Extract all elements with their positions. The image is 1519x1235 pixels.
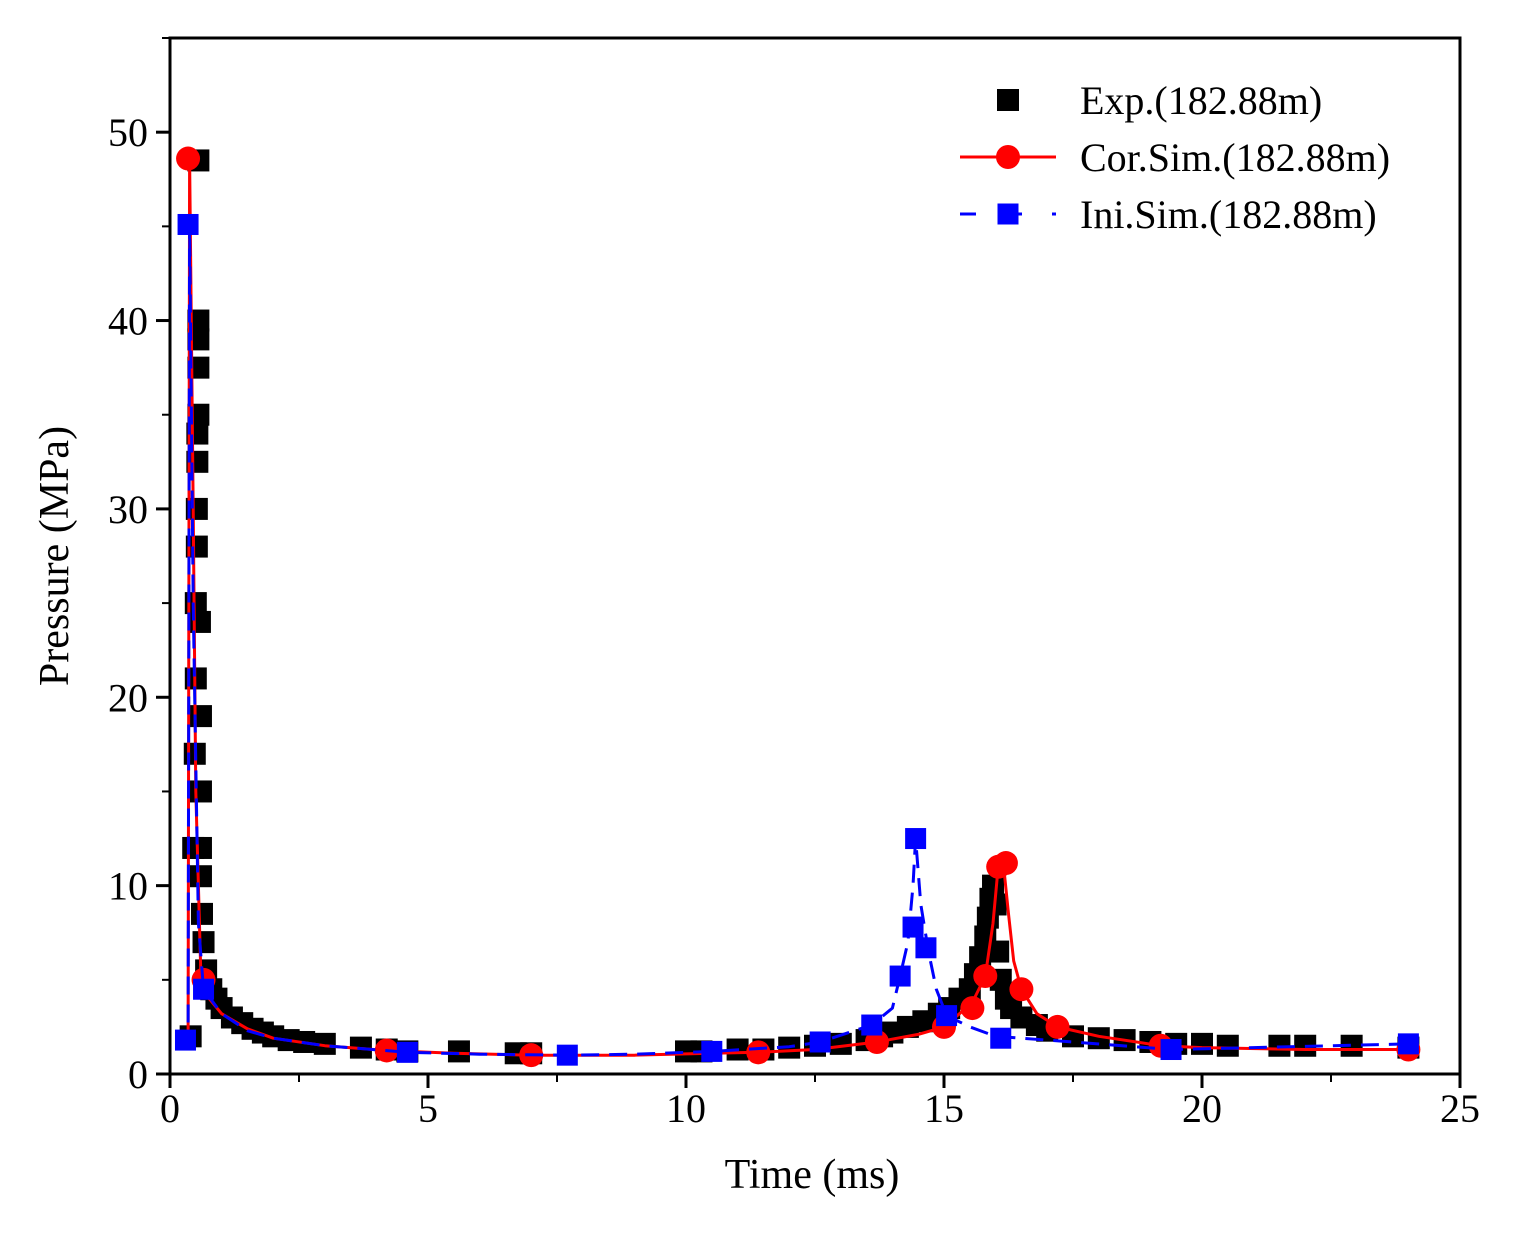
ini-sim-marker bbox=[193, 978, 215, 1000]
series-2 bbox=[174, 213, 1419, 1066]
x-tick-label: 20 bbox=[1182, 1086, 1222, 1131]
legend: Exp.(182.88m) Cor.Sim.(182.88m) Ini.Sim.(1… bbox=[960, 78, 1390, 237]
series-layer bbox=[174, 146, 1421, 1068]
exp-data-point bbox=[447, 1040, 470, 1063]
ini-sim-marker bbox=[1160, 1039, 1182, 1061]
cor-sim-marker bbox=[960, 996, 985, 1021]
legend-marker bbox=[997, 89, 1019, 111]
y-axis-title: Pressure (MPa) bbox=[32, 426, 78, 686]
ini-sim-marker bbox=[396, 1041, 418, 1063]
cor-sim-marker bbox=[993, 851, 1018, 876]
ini-sim-marker bbox=[556, 1044, 578, 1066]
ini-sim-marker bbox=[861, 1014, 883, 1036]
exp-data-point bbox=[987, 940, 1010, 963]
ini-sim-marker bbox=[889, 965, 911, 987]
cor-sim-marker bbox=[864, 1029, 889, 1054]
y-tick-label: 30 bbox=[108, 487, 148, 532]
exp-data-point bbox=[1340, 1034, 1363, 1057]
legend-label: Ini.Sim.(182.88m) bbox=[1080, 192, 1377, 237]
exp-data-point bbox=[982, 874, 1005, 897]
legend-marker bbox=[997, 203, 1019, 225]
exp-data-point bbox=[189, 705, 212, 728]
legend-item-1: Cor.Sim.(182.88m) bbox=[960, 135, 1390, 180]
x-tick-label: 10 bbox=[666, 1086, 706, 1131]
exp-data-point bbox=[1191, 1032, 1213, 1055]
y-tick-label: 40 bbox=[108, 299, 148, 344]
axes: 0 5 10 15 20 25 0 10 20 30 40 50 bbox=[108, 36, 1480, 1131]
exp-data-point bbox=[189, 836, 212, 859]
y-tick-label: 0 bbox=[128, 1052, 148, 1097]
x-axis-title: Time (ms) bbox=[725, 1152, 900, 1198]
ini-sim-marker bbox=[701, 1040, 723, 1062]
exp-data-point bbox=[187, 309, 210, 332]
cor-sim-marker bbox=[176, 146, 201, 171]
ini-sim-marker bbox=[905, 828, 927, 850]
exp-data-point bbox=[1216, 1034, 1239, 1057]
cor-sim-line bbox=[180, 157, 1409, 1057]
legend-item-0: Exp.(182.88m) bbox=[997, 78, 1322, 123]
y-tick-label: 20 bbox=[108, 675, 148, 720]
cor-sim-marker bbox=[1045, 1014, 1070, 1039]
ini-sim-line bbox=[177, 223, 1409, 1057]
y-tick-label: 50 bbox=[108, 110, 148, 155]
series-1 bbox=[176, 146, 1421, 1068]
x-tick-label: 0 bbox=[160, 1086, 180, 1131]
ini-sim-marker bbox=[936, 1005, 958, 1027]
ini-sim-marker bbox=[915, 937, 937, 959]
exp-data-point bbox=[969, 946, 992, 969]
legend-label: Exp.(182.88m) bbox=[1080, 78, 1322, 123]
ini-sim-marker bbox=[1397, 1033, 1419, 1055]
legend-label: Cor.Sim.(182.88m) bbox=[1080, 135, 1390, 180]
cor-sim-marker bbox=[973, 964, 998, 989]
exp-data-point bbox=[313, 1032, 336, 1055]
legend-marker bbox=[996, 145, 1020, 169]
y-tick-label: 10 bbox=[108, 864, 148, 909]
exp-data-point bbox=[189, 780, 212, 803]
ini-sim-marker bbox=[177, 213, 199, 235]
ini-sim-marker bbox=[902, 916, 924, 938]
cor-sim-marker bbox=[746, 1040, 771, 1065]
exp-data-point bbox=[192, 931, 215, 954]
x-tick-label: 25 bbox=[1440, 1086, 1480, 1131]
legend-item-2: Ini.Sim.(182.88m) bbox=[960, 192, 1377, 237]
ini-sim-marker bbox=[990, 1027, 1012, 1049]
series-0 bbox=[179, 149, 1420, 1065]
exp-data-point bbox=[189, 865, 212, 888]
x-tick-label: 15 bbox=[924, 1086, 964, 1131]
ini-sim-marker bbox=[809, 1031, 831, 1053]
cor-sim-marker bbox=[1009, 977, 1034, 1002]
ini-sim-marker bbox=[174, 1029, 196, 1051]
exp-data-point bbox=[190, 902, 213, 925]
x-tick-label: 5 bbox=[418, 1086, 438, 1131]
